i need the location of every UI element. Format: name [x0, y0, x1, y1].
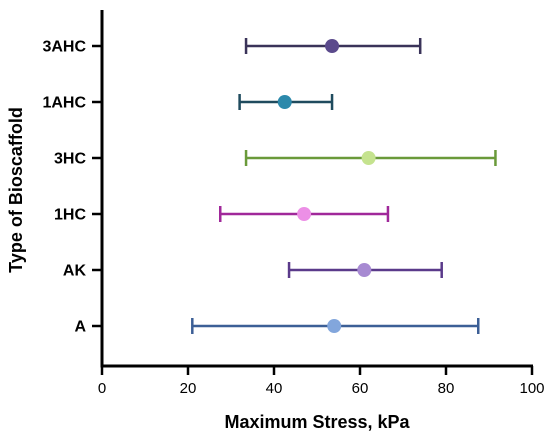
error-bar-group-ak [287, 262, 443, 278]
error-bar-group-1hc [219, 206, 390, 222]
x-tick-label: 0 [98, 380, 106, 397]
error-bar-group-3hc [244, 150, 497, 166]
y-tick-label: 1HC [54, 207, 86, 224]
x-tick-label: 20 [180, 380, 197, 397]
y-tick-label: AK [63, 263, 87, 280]
x-tick-label: 40 [266, 380, 283, 397]
y-tick-label: 3HC [54, 151, 86, 168]
x-axis-title: Maximum Stress, kPa [224, 412, 410, 432]
data-point-3ahc [325, 39, 340, 53]
x-tick-label: 100 [519, 380, 544, 397]
x-tick-label: 60 [352, 380, 369, 397]
plot-area [191, 38, 497, 334]
x-tick-label: 80 [438, 380, 455, 397]
data-point-ak [357, 263, 372, 277]
y-tick-label: 3AHC [42, 39, 86, 56]
error-bar-group-3ahc [244, 38, 422, 54]
error-bar-group-1ahc [238, 94, 334, 110]
error-bar-group-a [191, 318, 480, 334]
data-point-1ahc [277, 95, 292, 109]
data-point-3hc [361, 151, 376, 165]
y-axis-title: Type of Bioscaffold [6, 107, 26, 273]
y-tick-label: A [74, 319, 86, 336]
y-tick-label: 1AHC [42, 95, 86, 112]
data-point-1hc [297, 207, 312, 221]
data-point-a [327, 319, 342, 333]
axes: 0 20 40 60 80 100 3AHC 1AHC 3HC 1HC AK A [42, 10, 545, 397]
